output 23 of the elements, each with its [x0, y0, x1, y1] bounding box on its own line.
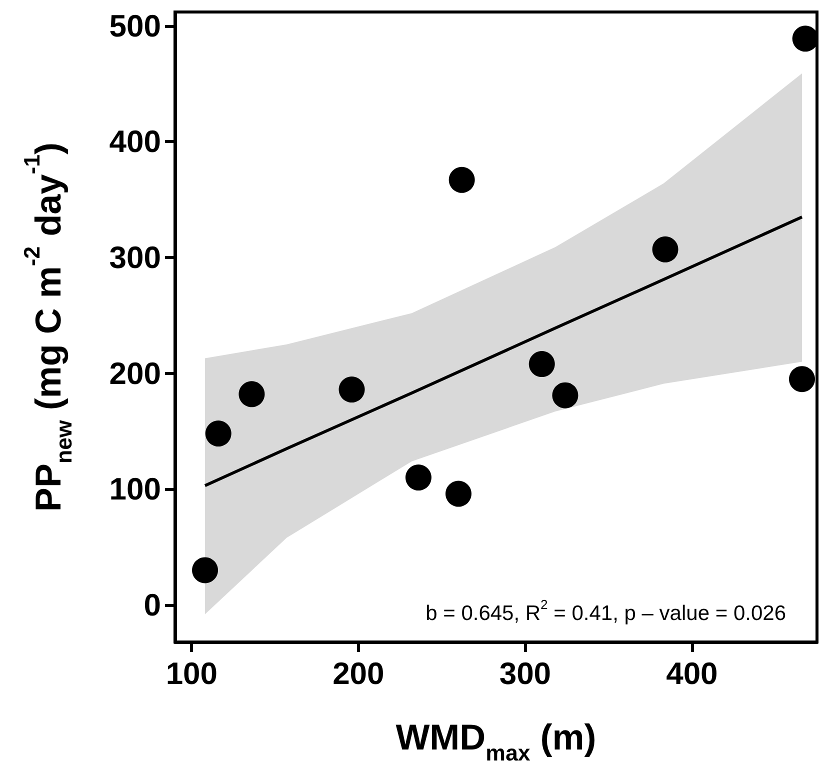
point [192, 557, 218, 584]
point [446, 480, 472, 507]
point [338, 376, 365, 403]
y-axis-title: PPnew (mg C m-2 day-1) [20, 142, 76, 512]
line-series [204, 215, 804, 488]
point [238, 381, 265, 408]
y-tick-label: 100 [109, 472, 161, 507]
x-tick-label: 200 [332, 656, 384, 691]
point [405, 464, 432, 491]
x-tick-label: 100 [166, 656, 218, 691]
point [789, 366, 815, 392]
y-tick-label: 0 [144, 587, 161, 622]
point [652, 236, 678, 262]
x-tick-label: 400 [666, 656, 718, 691]
x-tick-label: 300 [499, 656, 552, 691]
y-tick-label: 400 [109, 124, 161, 160]
y-tick-label: 500 [109, 8, 161, 44]
point [528, 351, 555, 378]
point [448, 166, 475, 193]
point [552, 382, 578, 408]
point [205, 420, 232, 447]
y-tick-label: 200 [109, 356, 161, 391]
y-tick-label: 300 [109, 240, 161, 276]
